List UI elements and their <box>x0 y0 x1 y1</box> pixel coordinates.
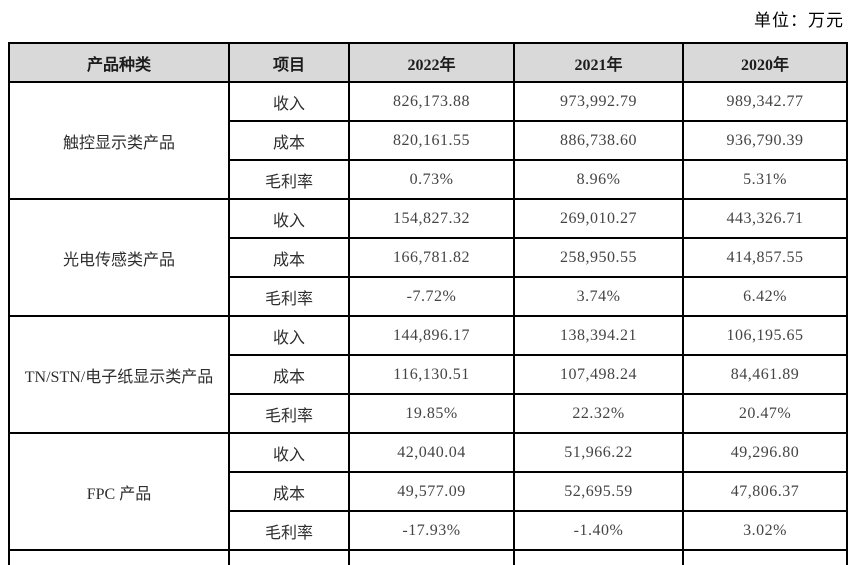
value-cell-2021 <box>513 549 684 565</box>
item-cell: 成本 <box>228 471 350 512</box>
value-cell-2020: 84,461.89 <box>682 354 848 395</box>
value-cell-2022: 820,161.55 <box>348 120 515 161</box>
table-row: 毛利率 -7.72% 3.74% 6.42% <box>9 276 848 317</box>
value-cell-2022: 116,130.51 <box>348 354 515 395</box>
value-cell-2020: 47,806.37 <box>682 471 848 512</box>
category-cell: 光电传感类产品 <box>8 198 230 317</box>
item-cell: 收入 <box>228 315 350 356</box>
table-row: 成本 49,577.09 52,695.59 47,806.37 <box>9 471 848 512</box>
value-cell-2022: 19.85% <box>348 393 515 434</box>
item-cell: 毛利率 <box>228 159 350 200</box>
value-cell-2020 <box>682 549 848 565</box>
item-cell: 收入 <box>228 81 350 122</box>
value-cell-2020: 989,342.77 <box>682 81 848 122</box>
value-cell-2021: 3.74% <box>513 276 684 317</box>
value-cell-2020: 6.42% <box>682 276 848 317</box>
value-cell-2022: 826,173.88 <box>348 81 515 122</box>
value-cell-2020: 936,790.39 <box>682 120 848 161</box>
value-cell-2021: 107,498.24 <box>513 354 684 395</box>
unit-label: 单位：万元 <box>754 11 844 30</box>
table-row: 成本 166,781.82 258,950.55 414,857.55 <box>9 237 848 278</box>
value-cell-2022: 42,040.04 <box>348 432 515 473</box>
col-header-2021: 2021年 <box>513 42 684 83</box>
col-header-2020: 2020年 <box>682 42 848 83</box>
item-cell: 毛利率 <box>228 393 350 434</box>
value-cell-2022: -17.93% <box>348 510 515 551</box>
table-row: 毛利率 0.73% 8.96% 5.31% <box>9 159 848 200</box>
value-cell-2020: 106,195.65 <box>682 315 848 356</box>
value-cell-2021: 22.32% <box>513 393 684 434</box>
col-header-2022: 2022年 <box>348 42 515 83</box>
category-cell <box>8 549 230 565</box>
value-cell-2022 <box>348 549 515 565</box>
table-row-partial <box>8 549 848 565</box>
value-cell-2020: 443,326.71 <box>682 198 848 239</box>
financial-table: 产品种类 项目 2022年 2021年 2020年 触控显示类产品 收入 826… <box>8 42 848 565</box>
value-cell-2022: 166,781.82 <box>348 237 515 278</box>
value-cell-2022: 154,827.32 <box>348 198 515 239</box>
item-cell: 毛利率 <box>228 510 350 551</box>
value-cell-2021: -1.40% <box>513 510 684 551</box>
category-cell: TN/STN/电子纸显示类产品 <box>8 315 230 434</box>
value-cell-2021: 8.96% <box>513 159 684 200</box>
value-cell-2022: 0.73% <box>348 159 515 200</box>
value-cell-2022: 49,577.09 <box>348 471 515 512</box>
value-cell-2021: 52,695.59 <box>513 471 684 512</box>
value-cell-2021: 886,738.60 <box>513 120 684 161</box>
value-cell-2022: 144,896.17 <box>348 315 515 356</box>
table-row: 成本 116,130.51 107,498.24 84,461.89 <box>9 354 848 395</box>
item-cell: 毛利率 <box>228 276 350 317</box>
item-cell: 收入 <box>228 432 350 473</box>
table-header-row: 产品种类 项目 2022年 2021年 2020年 <box>8 42 848 83</box>
table-row: TN/STN/电子纸显示类产品 收入 144,896.17 138,394.21… <box>8 315 848 434</box>
value-cell-2022: -7.72% <box>348 276 515 317</box>
item-cell: 成本 <box>228 237 350 278</box>
value-cell-2021: 973,992.79 <box>513 81 684 122</box>
category-cell: 触控显示类产品 <box>8 81 230 200</box>
item-cell: 成本 <box>228 120 350 161</box>
table-row: 毛利率 19.85% 22.32% 20.47% <box>9 393 848 434</box>
value-cell-2020: 20.47% <box>682 393 848 434</box>
item-cell: 成本 <box>228 354 350 395</box>
value-cell-2020: 414,857.55 <box>682 237 848 278</box>
value-cell-2020: 49,296.80 <box>682 432 848 473</box>
item-cell: 收入 <box>228 198 350 239</box>
value-cell-2021: 258,950.55 <box>513 237 684 278</box>
value-cell-2021: 51,966.22 <box>513 432 684 473</box>
col-header-category: 产品种类 <box>8 42 230 83</box>
table-row: 触控显示类产品 收入 826,173.88 973,992.79 989,342… <box>8 81 848 200</box>
item-cell <box>228 549 350 565</box>
col-header-item: 项目 <box>228 42 350 83</box>
table-row: FPC 产品 收入 42,040.04 51,966.22 49,296.80 <box>8 432 848 551</box>
value-cell-2021: 269,010.27 <box>513 198 684 239</box>
value-cell-2021: 138,394.21 <box>513 315 684 356</box>
table-row: 毛利率 -17.93% -1.40% 3.02% <box>9 510 848 551</box>
table-row: 成本 820,161.55 886,738.60 936,790.39 <box>9 120 848 161</box>
value-cell-2020: 3.02% <box>682 510 848 551</box>
table-row: 光电传感类产品 收入 154,827.32 269,010.27 443,326… <box>8 198 848 317</box>
category-cell: FPC 产品 <box>8 432 230 551</box>
value-cell-2020: 5.31% <box>682 159 848 200</box>
